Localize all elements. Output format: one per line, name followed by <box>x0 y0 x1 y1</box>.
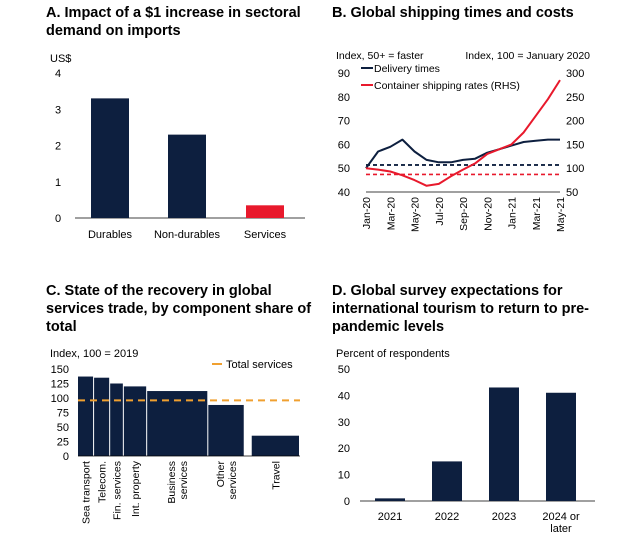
panel-d-ytick-4: 40 <box>338 390 350 402</box>
panel-b-legend-label-0: Delivery times <box>374 63 440 75</box>
panel-d-ytick-1: 10 <box>338 470 350 482</box>
panel-d-xtick-2-0: 2023 <box>492 511 516 523</box>
panel-d-xtick-3-1: later <box>550 523 572 535</box>
panel-d-ytick-2: 20 <box>338 443 350 455</box>
panel-b-ytick-left-1: 50 <box>338 163 350 175</box>
panel-c-bar-1 <box>94 377 110 456</box>
panel-c-ytick-0: 0 <box>63 451 69 463</box>
panel-b-xtick-5: Nov-20 <box>482 197 494 231</box>
panel-c-ytick-2: 50 <box>57 422 69 434</box>
panel-d-xtick-3-0: 2024 or <box>542 511 580 523</box>
panel-c-ylabel: Index, 100 = 2019 <box>50 348 138 360</box>
panel-a-ytick-0: 0 <box>55 213 61 225</box>
panel-c-xtick-5-1: services <box>227 461 239 500</box>
panel-d-bar-1 <box>432 461 462 501</box>
panel-b-ytick-right-2: 150 <box>566 139 584 151</box>
panel-c-xtick-4-1: services <box>178 461 190 500</box>
panel-b-xtick-1: Mar-20 <box>385 197 397 230</box>
panel-c-ytick-3: 75 <box>57 408 69 420</box>
panel-b-xtick-8: May-21 <box>555 197 567 232</box>
panel-a-bar-0 <box>91 98 129 218</box>
panel-a-ytick-3: 3 <box>55 104 61 116</box>
panel-d-ytick-0: 0 <box>344 496 350 508</box>
panel-c-bar-6 <box>251 435 299 456</box>
panel-d-ylabel: Percent of respondents <box>336 348 450 360</box>
panel-b-xtick-0: Jan-20 <box>361 197 373 229</box>
panel-b-xtick-6: Jan-21 <box>507 197 519 229</box>
panel-a-ytick-4: 4 <box>55 68 61 80</box>
panel-a-ytick-1: 1 <box>55 177 61 189</box>
panel-a-xtick-0: Durables <box>88 229 133 241</box>
panel-c-xtick-6-0: Travel <box>270 461 282 490</box>
panel-b-left-axis-label: Index, 50+ = faster <box>336 50 424 62</box>
panel-d-ytick-3: 30 <box>338 417 350 429</box>
panel-c-ytick-6: 150 <box>51 364 69 376</box>
panel-a-title: A. Impact of a $1 increase in sectoral d… <box>46 5 301 39</box>
panel-b-legend-label-1: Container shipping rates (RHS) <box>374 80 520 92</box>
panel-d-ytick-5: 50 <box>338 364 350 376</box>
panel-b-ytick-right-1: 100 <box>566 163 584 175</box>
panel-a-xtick-2: Services <box>244 229 287 241</box>
panel-d-title: D. Global survey expectations for intern… <box>332 283 589 335</box>
panel-c-xtick-5-0: Other <box>215 461 227 488</box>
panel-b-series-line-0 <box>365 138 560 169</box>
panel-b-ytick-left-4: 80 <box>338 92 350 104</box>
panel-c-xtick-2-0: Fin. services <box>112 461 124 520</box>
panel-c-legend-label: Total services <box>226 359 293 371</box>
panel-c-bar-2 <box>110 383 123 456</box>
panel-a-bar-2 <box>246 205 284 218</box>
panel-c-bar-3 <box>123 386 147 456</box>
panel-c-ytick-5: 125 <box>51 379 69 391</box>
panel-b-right-axis-label: Index, 100 = January 2020 <box>465 50 590 62</box>
panel-a-ytick-2: 2 <box>55 141 61 153</box>
panel-b-xtick-3: Jul-20 <box>434 197 446 226</box>
panel-c-title: C. State of the recovery in global servi… <box>46 283 312 335</box>
panel-d-bar-2 <box>489 387 519 501</box>
panel-c-xtick-3-0: Int. property <box>130 460 142 517</box>
panel-b-ytick-right-3: 200 <box>566 116 584 128</box>
panel-b-series-line-1 <box>365 79 561 187</box>
panel-a-bar-1 <box>168 134 206 218</box>
panel-c-xtick-1-0: Telecom. <box>97 461 109 503</box>
panel-c-xtick-0-0: Sea transport <box>81 461 93 524</box>
panel-a-xtick-1: Non-durables <box>154 229 221 241</box>
panel-c-bar-5 <box>208 404 244 456</box>
panel-c-ytick-1: 25 <box>57 437 69 449</box>
panel-c-bar-0 <box>78 376 94 456</box>
panel-b-ytick-left-3: 70 <box>338 116 350 128</box>
panel-c-ytick-4: 100 <box>51 393 69 405</box>
panel-b-ytick-right-5: 300 <box>566 68 584 80</box>
panel-b-ytick-left-0: 40 <box>338 187 350 199</box>
panel-d-bar-0 <box>375 498 405 501</box>
panel-b-xtick-2: May-20 <box>410 197 422 232</box>
panel-b-xtick-7: Mar-21 <box>531 197 543 230</box>
panel-b-ytick-left-2: 60 <box>338 139 350 151</box>
panel-d-bar-3 <box>546 392 576 501</box>
panel-c-bar-4 <box>147 391 208 456</box>
panel-d-xtick-0-0: 2021 <box>378 511 402 523</box>
panel-b-ytick-right-4: 250 <box>566 92 584 104</box>
panel-c-xtick-4-0: Business <box>166 461 178 504</box>
panel-b-ytick-right-0: 50 <box>566 187 578 199</box>
panel-a-ylabel: US$ <box>50 53 71 65</box>
panel-b-ytick-left-5: 90 <box>338 68 350 80</box>
panel-d-xtick-1-0: 2022 <box>435 511 459 523</box>
panel-b-xtick-4: Sep-20 <box>458 197 470 231</box>
panel-b-title: B. Global shipping times and costs <box>332 5 574 21</box>
